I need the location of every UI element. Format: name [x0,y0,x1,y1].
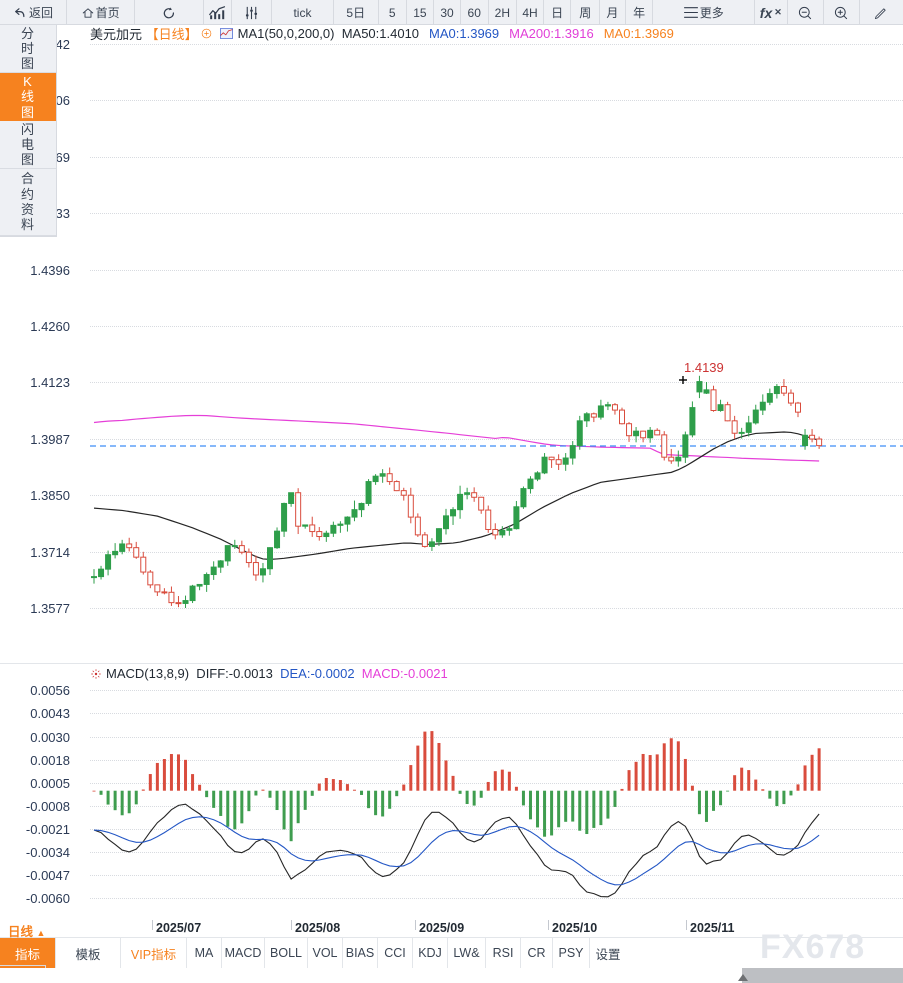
svg-text:1.4139: 1.4139 [684,360,724,375]
